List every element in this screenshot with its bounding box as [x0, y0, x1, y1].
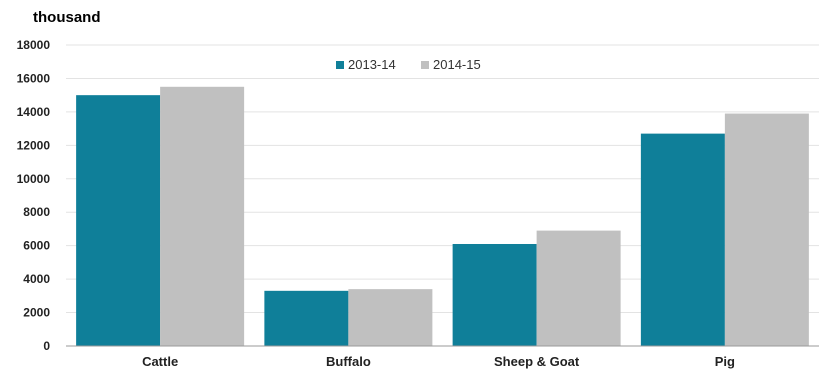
y-tick-label: 0	[43, 339, 50, 353]
x-category-label: Buffalo	[326, 354, 371, 369]
y-axis: 0 2000 4000 6000 8000 10000 12000 14000 16000 180…	[17, 38, 51, 353]
y-tick-label: 4000	[23, 272, 50, 286]
legend-swatch	[421, 61, 429, 69]
bar-2014-15-sheep-goat	[536, 230, 621, 346]
x-category-label: Sheep & Goat	[494, 354, 580, 369]
y-tick-label: 16000	[17, 71, 51, 85]
bar-2014-15-cattle	[160, 86, 245, 347]
x-category-label: Cattle	[142, 354, 178, 369]
y-tick-label: 14000	[17, 105, 51, 119]
y-tick-label: 2000	[23, 306, 50, 320]
bar-2014-15-buffalo	[348, 289, 433, 346]
y-tick-label: 12000	[17, 138, 51, 152]
bar-2013-14-buffalo	[264, 290, 349, 346]
legend-label: 2014-15	[433, 57, 481, 72]
x-category-label: Pig	[715, 354, 735, 369]
legend-swatch	[336, 61, 344, 69]
y-tick-label: 18000	[17, 38, 51, 52]
bar-2013-14-cattle	[76, 95, 161, 347]
y-tick-label: 6000	[23, 239, 50, 253]
bar-2013-14-pig	[640, 133, 725, 346]
bar-2013-14-sheep-goat	[452, 243, 537, 346]
y-tick-label: 8000	[23, 205, 50, 219]
bars	[76, 86, 809, 347]
bar-2014-15-pig	[724, 113, 809, 346]
unit-label: thousand	[33, 9, 101, 26]
legend: 2013-14 2014-15	[336, 57, 481, 72]
x-axis: Cattle Buffalo Sheep & Goat Pig	[66, 345, 819, 369]
legend-label: 2013-14	[348, 57, 396, 72]
y-tick-label: 10000	[17, 172, 51, 186]
